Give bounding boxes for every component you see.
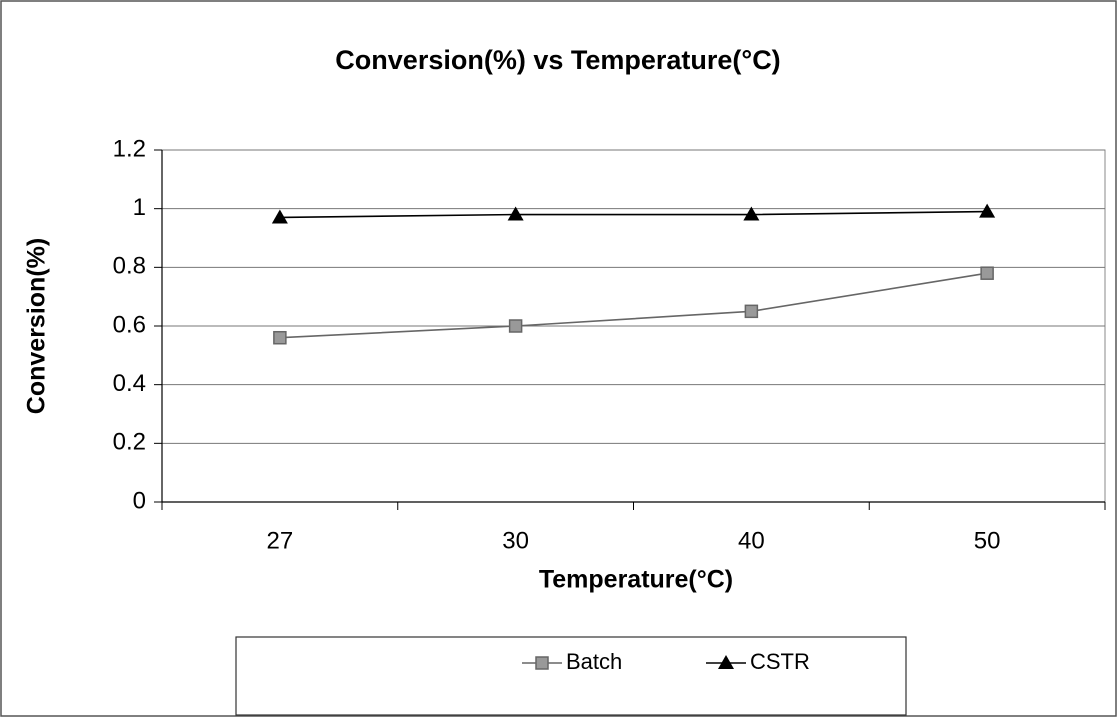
data-point <box>273 330 287 345</box>
data-point <box>744 304 759 319</box>
legend-label: CSTR <box>750 649 810 674</box>
data-point <box>980 266 994 280</box>
y-tick-label: 0.8 <box>113 253 146 280</box>
series-line <box>279 272 988 339</box>
legend-marker <box>718 655 734 669</box>
data-point <box>743 206 760 221</box>
y-tick-label: 0 <box>133 487 146 514</box>
y-tick-label: 0.6 <box>113 311 146 338</box>
legend-box <box>235 636 907 716</box>
y-tick-label: 1.2 <box>113 135 146 162</box>
x-tick-label: 27 <box>267 527 294 554</box>
legend-marker <box>535 656 549 670</box>
data-point <box>507 206 524 221</box>
y-tick-label: 0.4 <box>113 370 146 397</box>
y-axis-label: Conversion(%) <box>23 238 51 414</box>
series-line <box>279 210 988 219</box>
y-tick-label: 1 <box>133 194 146 221</box>
x-axis-label: Temperature(°C) <box>539 566 733 594</box>
data-point <box>508 319 523 333</box>
x-tick-label: 30 <box>502 527 529 554</box>
data-point <box>271 209 288 224</box>
chart-title: Conversion(%) vs Temperature(°C) <box>335 45 780 75</box>
legend-label: Batch <box>566 649 622 674</box>
x-tick-label: 40 <box>738 527 765 554</box>
y-tick-label: 0.2 <box>113 429 146 456</box>
data-point <box>979 203 996 218</box>
x-tick-label: 50 <box>974 527 1001 554</box>
